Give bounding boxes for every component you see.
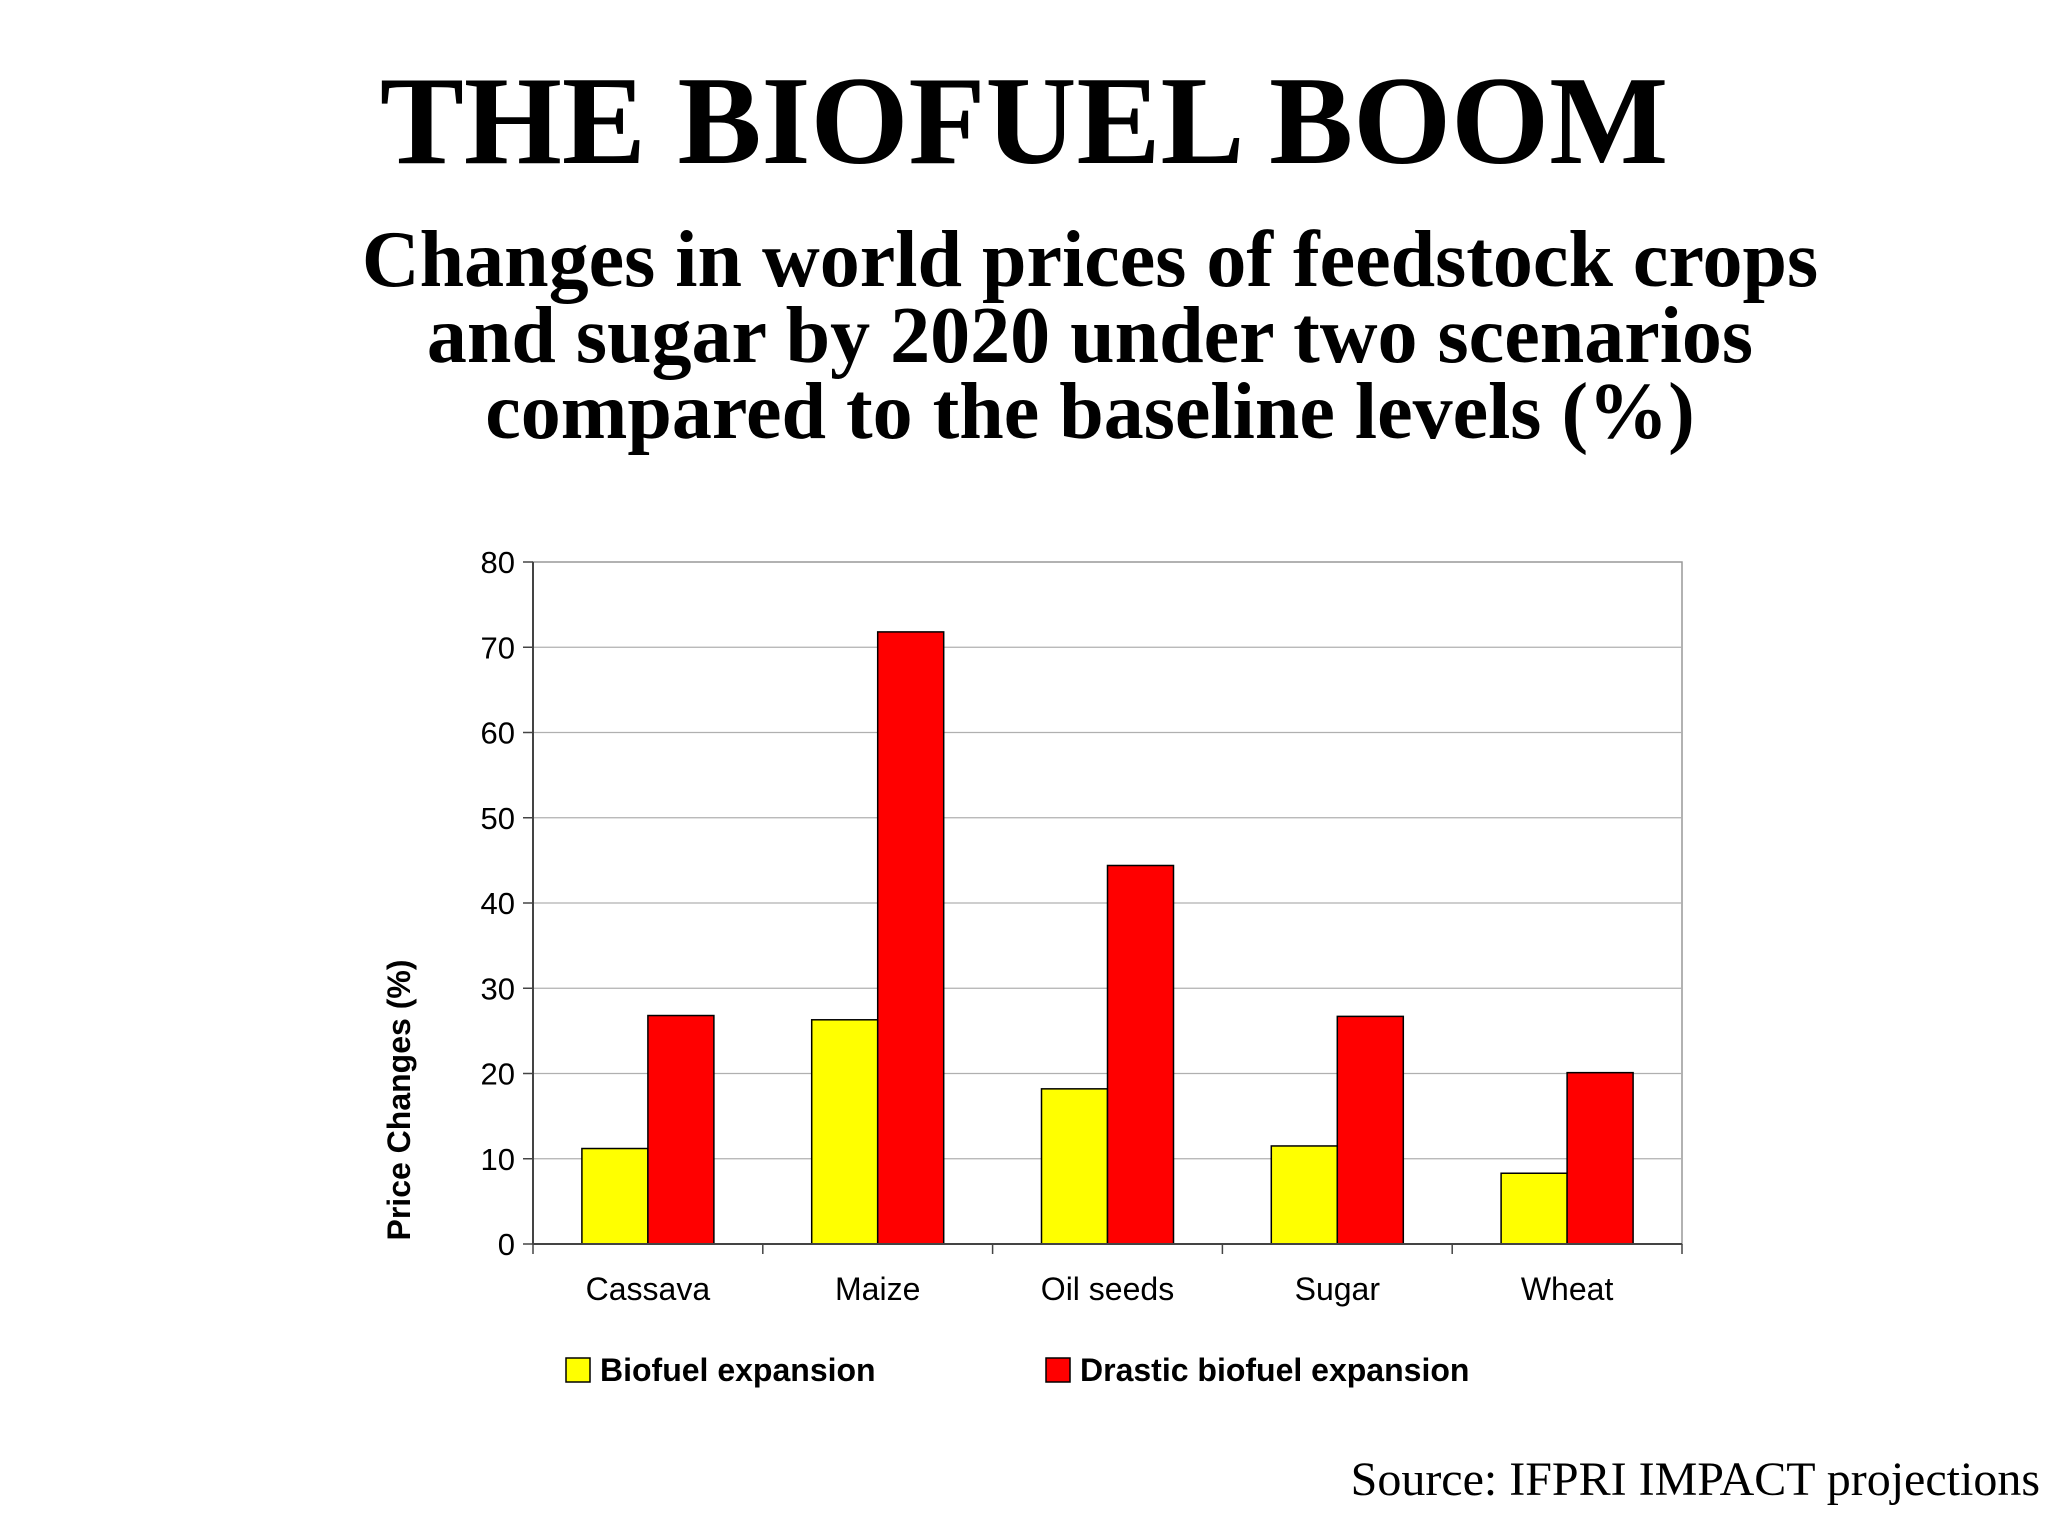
y-tick-label: 30: [481, 971, 515, 1006]
y-axis-label: Price Changes (%): [381, 960, 417, 1241]
subtitle-line-3: compared to the baseline levels (%): [485, 368, 1695, 456]
bar-oil-seeds-series-2: [1106, 864, 1175, 1245]
source-note: Source: IFPRI IMPACT projections: [1350, 1453, 2040, 1506]
y-tick-label: 70: [481, 630, 515, 665]
chart-subtitle: Changes in world prices of feedstock cro…: [160, 216, 2020, 456]
axes: [523, 561, 1683, 1254]
x-tick-labels: Cassava Maize Oil seeds Sugar Wheat: [586, 1271, 1614, 1307]
x-tick-label: Cassava: [586, 1271, 711, 1307]
legend-swatch: [565, 1357, 591, 1383]
y-tick-label: 40: [481, 886, 515, 921]
x-tick-label: Sugar: [1295, 1271, 1381, 1307]
x-tick-label: Maize: [835, 1271, 920, 1307]
y-tick-label: 50: [481, 801, 515, 836]
bar-oil-seeds-series-1: [1040, 1088, 1109, 1245]
bar-maize-series-2: [876, 631, 945, 1245]
y-tick-label: 0: [498, 1227, 515, 1262]
legend: Biofuel expansion Drastic biofuel expansi…: [565, 1352, 1469, 1388]
bar-sugar-series-1: [1270, 1145, 1339, 1245]
bars: [581, 631, 1634, 1245]
page-title: THE BIOFUEL BOOM: [379, 52, 1669, 191]
subtitle-line-2: and sugar by 2020 under two scenarios: [426, 292, 1754, 380]
y-tick-labels: 0 10 20 30 40 50 60 70 80: [481, 545, 515, 1262]
y-tick-label: 10: [481, 1142, 515, 1177]
y-tick-label: 80: [481, 545, 515, 580]
bar-wheat-series-1: [1500, 1172, 1568, 1245]
legend-label: Drastic biofuel expansion: [1080, 1352, 1469, 1388]
subtitle-line-1: Changes in world prices of feedstock cro…: [361, 216, 1819, 304]
legend-swatch: [1045, 1357, 1071, 1383]
bar-wheat-series-2: [1566, 1071, 1634, 1245]
y-tick-label: 20: [481, 1057, 515, 1092]
bar-maize-series-1: [810, 1019, 879, 1245]
bar-cassava-series-1: [581, 1147, 649, 1245]
x-tick-label: Wheat: [1521, 1271, 1614, 1307]
bar-sugar-series-2: [1336, 1015, 1405, 1245]
legend-label: Biofuel expansion: [600, 1352, 876, 1388]
y-tick-label: 60: [481, 716, 515, 751]
bar-cassava-series-2: [647, 1014, 715, 1245]
x-tick-label: Oil seeds: [1041, 1271, 1174, 1307]
